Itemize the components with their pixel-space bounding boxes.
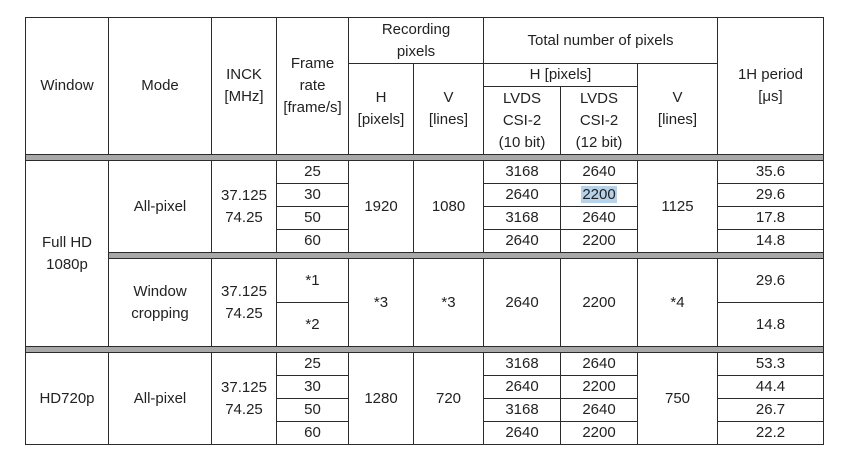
period-cell: 53.3 bbox=[717, 352, 824, 376]
header-total-pixels: Total number of pixels bbox=[483, 17, 718, 64]
lvds12-cell: 2640 bbox=[560, 398, 638, 422]
table-row: 60 2640 2200 22.2 bbox=[26, 421, 824, 445]
lvds12-cell: 2640 bbox=[560, 206, 638, 230]
lvds10-cell: 3168 bbox=[483, 352, 561, 376]
window-hd720p: HD720p bbox=[25, 352, 109, 445]
period-cell: 44.4 bbox=[717, 375, 824, 399]
table-row: HD720p All-pixel 37.125 74.25 25 1280 720… bbox=[25, 352, 824, 445]
lvds10-cell: 3168 bbox=[483, 206, 561, 230]
header-inck: INCK [MHz] bbox=[211, 17, 277, 155]
pixel-spec-table-container: Window Mode INCK [MHz] Frame rate [frame/s]… bbox=[25, 17, 824, 445]
lvds10-cell: 3168 bbox=[483, 160, 561, 184]
selected-text-highlight[interactable]: 2200 bbox=[581, 186, 617, 203]
frame-rate-cell: 60 bbox=[276, 421, 349, 445]
period-cell: 26.7 bbox=[717, 398, 824, 422]
period-cell: 14.8 bbox=[717, 302, 824, 347]
frame-rate-cell: 50 bbox=[276, 398, 349, 422]
frame-rate-cell: *2 bbox=[276, 302, 349, 347]
lvds12-cell: 2200 bbox=[560, 258, 638, 347]
lvds10-cell: 2640 bbox=[483, 421, 561, 445]
lvds12-cell: 2200 bbox=[560, 183, 638, 207]
lvds12-cell: 2640 bbox=[560, 160, 638, 184]
header-rec-h: H [pixels] bbox=[348, 63, 414, 155]
table-row: 50 3168 2640 17.8 bbox=[26, 206, 824, 230]
frame-rate-cell: 30 bbox=[276, 183, 349, 207]
mode-window-cropping: Window cropping bbox=[108, 258, 212, 347]
pixel-spec-table: Window Mode INCK [MHz] Frame rate [frame/s]… bbox=[25, 17, 824, 445]
mode-all-pixel: All-pixel bbox=[108, 160, 212, 253]
header-total-h: H [pixels] bbox=[483, 63, 638, 87]
rec-v-cell: 1080 bbox=[413, 160, 484, 253]
frame-rate-cell: 60 bbox=[276, 229, 349, 253]
total-v-cell: 1125 bbox=[637, 160, 718, 253]
header-window: Window bbox=[25, 17, 109, 155]
total-v-cell: *4 bbox=[637, 258, 718, 347]
header-rec-v: V [lines] bbox=[413, 63, 484, 155]
lvds12-cell: 2200 bbox=[560, 421, 638, 445]
mode-all-pixel: All-pixel bbox=[108, 352, 212, 445]
frame-rate-cell: *1 bbox=[276, 258, 349, 303]
frame-rate-cell: 30 bbox=[276, 375, 349, 399]
inck-value: 37.125 74.25 bbox=[211, 160, 277, 253]
header-frame-rate: Frame rate [frame/s] bbox=[276, 17, 349, 155]
lvds10-cell: 2640 bbox=[483, 258, 561, 347]
inck-value: 37.125 74.25 bbox=[211, 258, 277, 347]
table-row: Window cropping 37.125 74.25 *1 *3 *3 2640… bbox=[26, 258, 824, 347]
rec-h-cell: *3 bbox=[348, 258, 414, 347]
window-full-hd-1080p: Full HD 1080p bbox=[25, 160, 109, 347]
table-row: 30 2640 2200 44.4 bbox=[26, 375, 824, 399]
lvds12-cell: 2200 bbox=[560, 375, 638, 399]
inck-value: 37.125 74.25 bbox=[211, 352, 277, 445]
header-lvds-12bit: LVDS CSI-2 (12 bit) bbox=[560, 86, 638, 155]
header-mode: Mode bbox=[108, 17, 212, 155]
table-row: 30 2640 2200 29.6 bbox=[26, 183, 824, 207]
header-lvds-10bit: LVDS CSI-2 (10 bit) bbox=[483, 86, 561, 155]
lvds10-cell: 2640 bbox=[483, 183, 561, 207]
rec-h-cell: 1920 bbox=[348, 160, 414, 253]
table-row: 50 3168 2640 26.7 bbox=[26, 398, 824, 422]
period-cell: 14.8 bbox=[717, 229, 824, 253]
frame-rate-cell: 50 bbox=[276, 206, 349, 230]
table-row: 60 2640 2200 14.8 bbox=[26, 229, 824, 253]
total-v-cell: 750 bbox=[637, 352, 718, 445]
frame-rate-cell: 25 bbox=[276, 352, 349, 376]
frame-rate-cell: 25 bbox=[276, 160, 349, 184]
table-row: Full HD 1080p All-pixel 37.125 74.25 25 19… bbox=[25, 160, 824, 347]
table-row: *2 14.8 bbox=[26, 302, 824, 347]
header-1h-period: 1H period [μs] bbox=[717, 17, 824, 155]
lvds12-cell: 2640 bbox=[560, 352, 638, 376]
period-cell: 29.6 bbox=[717, 183, 824, 207]
rec-h-cell: 1280 bbox=[348, 352, 414, 445]
period-cell: 17.8 bbox=[717, 206, 824, 230]
header-total-v: V [lines] bbox=[637, 63, 718, 155]
rec-v-cell: 720 bbox=[413, 352, 484, 445]
lvds10-cell: 2640 bbox=[483, 375, 561, 399]
period-cell: 29.6 bbox=[717, 258, 824, 303]
header-recording-pixels: Recording pixels bbox=[348, 17, 484, 64]
period-cell: 35.6 bbox=[717, 160, 824, 184]
rec-v-cell: *3 bbox=[413, 258, 484, 347]
period-cell: 22.2 bbox=[717, 421, 824, 445]
lvds10-cell: 2640 bbox=[483, 229, 561, 253]
lvds10-cell: 3168 bbox=[483, 398, 561, 422]
lvds12-cell: 2200 bbox=[560, 229, 638, 253]
